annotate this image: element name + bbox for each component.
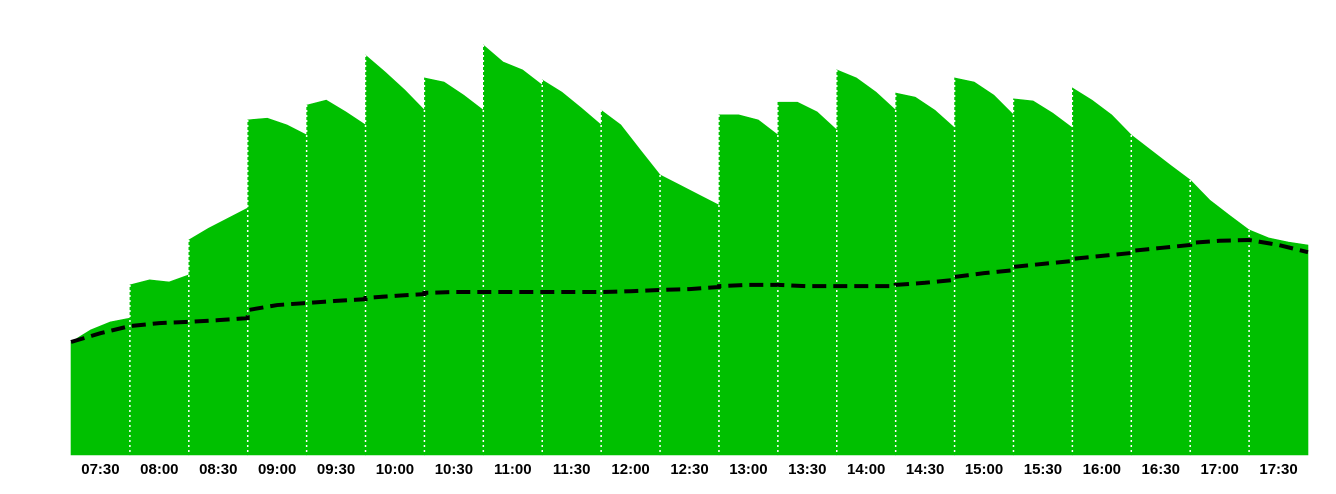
x-tick-label: 15:00 bbox=[965, 461, 1003, 478]
x-tick-label: 12:00 bbox=[611, 461, 649, 478]
area-segment bbox=[129, 274, 190, 456]
x-tick-label: 08:00 bbox=[140, 461, 178, 478]
x-tick-label: 09:30 bbox=[317, 461, 355, 478]
x-tick-label: 09:00 bbox=[258, 461, 296, 478]
x-tick-label: 15:30 bbox=[1024, 461, 1062, 478]
area-segment bbox=[600, 109, 661, 456]
x-tick-label: 11:00 bbox=[494, 461, 532, 478]
x-tick-label: 08:30 bbox=[199, 461, 237, 478]
area-segment bbox=[1248, 229, 1309, 456]
x-tick-label: 16:30 bbox=[1142, 461, 1180, 478]
x-tick-label: 17:00 bbox=[1200, 461, 1238, 478]
x-tick-label: 11:30 bbox=[553, 461, 591, 478]
area-segment bbox=[424, 77, 484, 456]
area-segment bbox=[1013, 98, 1073, 456]
area-segment bbox=[188, 207, 249, 456]
x-tick-label: 14:30 bbox=[906, 461, 944, 478]
x-tick-label: 13:00 bbox=[729, 461, 767, 478]
x-tick-label: 12:30 bbox=[670, 461, 708, 478]
x-tick-label: 10:30 bbox=[435, 461, 473, 478]
x-tick-label: 16:00 bbox=[1083, 461, 1121, 478]
area-segment bbox=[365, 54, 425, 456]
area-segment bbox=[659, 174, 720, 456]
area-segment bbox=[306, 99, 366, 456]
x-tick-label: 14:00 bbox=[847, 461, 885, 478]
x-tick-label: 10:00 bbox=[376, 461, 414, 478]
x-tick-label: 07:30 bbox=[81, 461, 119, 478]
area-segment bbox=[1189, 179, 1250, 456]
area-segment bbox=[541, 79, 602, 456]
x-tick-label: 13:30 bbox=[788, 461, 826, 478]
trend-line bbox=[70, 237, 1309, 344]
area-segment bbox=[483, 44, 543, 456]
x-tick-label: 17:30 bbox=[1259, 461, 1297, 478]
area-segment bbox=[718, 114, 779, 456]
area-segment bbox=[1130, 134, 1191, 456]
area-segment bbox=[247, 117, 307, 456]
area-segment bbox=[836, 69, 896, 456]
area-segment bbox=[1072, 87, 1132, 456]
area-segment bbox=[954, 77, 1014, 456]
area-segment bbox=[895, 92, 955, 456]
area-segment bbox=[777, 101, 838, 456]
